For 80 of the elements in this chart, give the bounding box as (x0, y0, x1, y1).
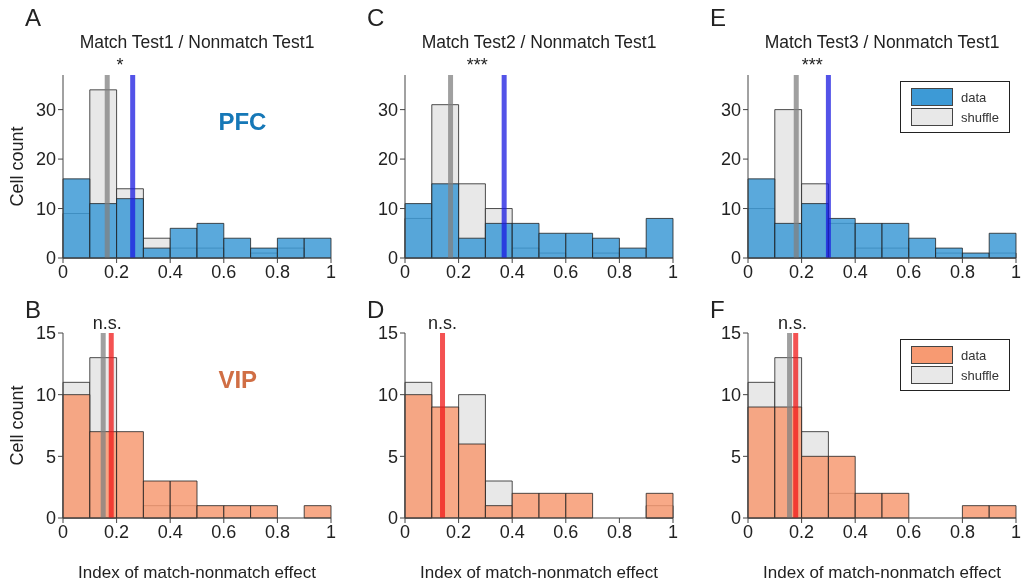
y-tick-label: 10 (35, 385, 56, 406)
x-tick-label: 0.4 (499, 261, 525, 282)
x-tick-label: 0.8 (606, 261, 632, 282)
y-tick-label: 10 (720, 198, 741, 219)
x-tick-label: 0.4 (499, 521, 525, 542)
y-tick-label: 10 (35, 198, 56, 219)
x-tick-label: 0.4 (157, 261, 183, 282)
x-tick-label: 0.8 (606, 521, 632, 542)
y-tick-label: 10 (720, 385, 741, 406)
legend-label: data (960, 347, 987, 363)
x-tick-label: 0.2 (789, 521, 815, 542)
x-tick-label: 0.6 (553, 521, 579, 542)
x-tick-label: 1 (325, 521, 337, 542)
x-tick-label: 0.8 (949, 521, 975, 542)
y-tick-label: 5 (45, 446, 56, 467)
x-axis-title: Index of match-nonmatch effect (78, 563, 317, 581)
x-tick-label: 0.2 (446, 261, 472, 282)
y-tick-label: 30 (35, 100, 56, 121)
y-tick-label: 20 (720, 149, 741, 170)
x-tick-label: 0.8 (264, 261, 290, 282)
x-tick-label: 0.6 (896, 521, 922, 542)
annotation: *** (466, 55, 488, 76)
y-tick-label: 0 (45, 248, 56, 269)
x-axis-title: Index of match-nonmatch effect (763, 563, 1002, 581)
x-tick-label: 0.2 (789, 261, 815, 282)
x-tick-label: 0.8 (949, 261, 975, 282)
annotation: VIP (218, 366, 258, 395)
y-tick-label: 20 (377, 149, 398, 170)
chart-title: Match Test3 / Nonmatch Test1 (763, 32, 1001, 53)
y-tick-label: 0 (387, 508, 398, 529)
x-tick-label: 1 (1010, 521, 1022, 542)
y-tick-label: 5 (730, 446, 741, 467)
y-tick-label: 15 (720, 323, 741, 344)
chart-title: Match Test2 / Nonmatch Test1 (420, 32, 658, 53)
x-axis-title: Index of match-nonmatch effect (420, 563, 659, 581)
x-tick-label: 0.8 (264, 521, 290, 542)
x-tick-label: 1 (667, 261, 679, 282)
y-tick-label: 15 (35, 323, 56, 344)
y-tick-label: 0 (730, 508, 741, 529)
y-tick-label: 10 (377, 385, 398, 406)
text: n.s. (92, 313, 122, 334)
text: F (710, 296, 725, 324)
y-tick-label: 15 (377, 323, 398, 344)
x-tick-label: 1 (325, 261, 337, 282)
x-tick-label: 0.4 (842, 261, 868, 282)
x-tick-label: 0.4 (157, 521, 183, 542)
y-tick-label: 30 (377, 100, 398, 121)
legend-label: shuffle (960, 109, 999, 125)
y-tick-label: 20 (35, 149, 56, 170)
text: D (367, 296, 385, 324)
x-tick-label: 0.2 (446, 521, 472, 542)
y-tick-label: 0 (387, 248, 398, 269)
x-tick-label: 0.6 (211, 521, 237, 542)
x-tick-label: 0.2 (104, 521, 130, 542)
y-axis-title: Cell count (7, 385, 28, 466)
legend-label: shuffle (960, 367, 999, 383)
x-tick-label: 0.4 (842, 521, 868, 542)
text: C (367, 4, 385, 32)
text: A (25, 4, 42, 32)
x-tick-label: 0.6 (211, 261, 237, 282)
y-tick-label: 10 (377, 198, 398, 219)
y-tick-label: 5 (387, 446, 398, 467)
y-axis-title: Cell count (7, 126, 28, 207)
legend-label: data (960, 89, 987, 105)
x-tick-label: 1 (667, 521, 679, 542)
y-tick-label: 0 (45, 508, 56, 529)
x-tick-label: 1 (1010, 261, 1022, 282)
y-tick-label: 0 (730, 248, 741, 269)
chart-title: Match Test1 / Nonmatch Test1 (78, 32, 316, 53)
x-tick-label: 0.2 (104, 261, 130, 282)
x-tick-label: 0.6 (896, 261, 922, 282)
annotation: * (116, 55, 124, 76)
text: B (25, 296, 42, 324)
annotation: PFC (218, 107, 267, 136)
y-tick-label: 30 (720, 100, 741, 121)
annotation: *** (801, 55, 823, 76)
x-tick-label: 0.6 (553, 261, 579, 282)
text: E (710, 4, 727, 32)
text: n.s. (428, 313, 458, 334)
text: n.s. (778, 313, 808, 334)
